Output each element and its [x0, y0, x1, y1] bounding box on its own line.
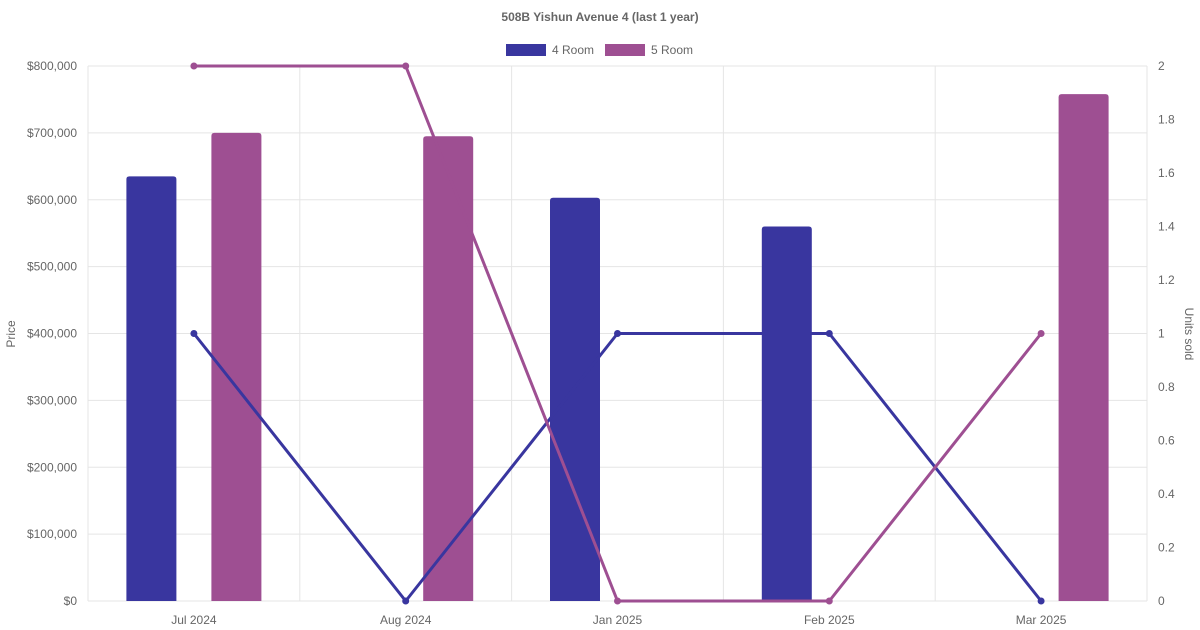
- y-left-tick-label: $700,000: [27, 126, 77, 140]
- y-right-tick-label: 2: [1158, 59, 1165, 73]
- x-tick-label: Jan 2025: [593, 613, 643, 627]
- point-4-room-jan-2025[interactable]: [614, 330, 621, 337]
- bar-4-room-feb-2025[interactable]: [761, 226, 812, 602]
- point-4-room-aug-2024[interactable]: [402, 597, 410, 605]
- point-5-room-feb-2025[interactable]: [825, 597, 833, 605]
- bar-4-room-jan-2025[interactable]: [550, 197, 600, 601]
- right-axis-ticks: 0 0.2 0.4 0.6 0.8 1 1.2 1.4 1.6 1.8 2: [1158, 59, 1175, 608]
- point-4-room-mar-2025[interactable]: [1037, 597, 1045, 605]
- y-right-tick-label: 1.4: [1158, 220, 1175, 234]
- y-axis-right-title: Units sold: [1182, 308, 1196, 361]
- x-tick-label: Aug 2024: [380, 613, 432, 627]
- y-right-tick-label: 1: [1158, 327, 1165, 341]
- bar-4-room-jul-2024[interactable]: [126, 176, 177, 601]
- x-axis-ticks: Jul 2024 Aug 2024 Jan 2025 Feb 2025 Mar 2025: [171, 613, 1067, 627]
- y-right-tick-label: 0.4: [1158, 487, 1175, 501]
- point-5-room-jan-2025[interactable]: [614, 597, 621, 605]
- y-left-tick-label: $200,000: [27, 460, 77, 474]
- chart-title: 508B Yishun Avenue 4 (last 1 year): [501, 10, 698, 24]
- y-right-tick-label: 0.2: [1158, 541, 1175, 555]
- y-axis-left-title: Price: [4, 320, 18, 348]
- y-right-tick-label: 0: [1158, 594, 1165, 608]
- bar-series: [126, 94, 1109, 602]
- bar-5-room-mar-2025[interactable]: [1058, 94, 1109, 602]
- x-tick-label: Mar 2025: [1016, 613, 1067, 627]
- y-right-tick-label: 1.6: [1158, 166, 1175, 180]
- legend-swatch-4-room[interactable]: [506, 44, 546, 56]
- y-left-tick-label: $100,000: [27, 527, 77, 541]
- bar-5-room-jul-2024[interactable]: [211, 132, 262, 601]
- x-tick-label: Feb 2025: [804, 613, 855, 627]
- point-5-room-mar-2025[interactable]: [1037, 330, 1045, 337]
- y-right-tick-label: 1.2: [1158, 273, 1175, 287]
- point-4-room-jul-2024[interactable]: [190, 330, 198, 337]
- y-left-tick-label: $600,000: [27, 193, 77, 207]
- y-right-tick-label: 0.6: [1158, 434, 1175, 448]
- y-right-tick-label: 0.8: [1158, 380, 1175, 394]
- legend-label-5-room[interactable]: 5 Room: [651, 43, 693, 57]
- y-left-tick-label: $800,000: [27, 59, 77, 73]
- x-tick-label: Jul 2024: [171, 613, 217, 627]
- y-left-tick-label: $500,000: [27, 260, 77, 274]
- y-left-tick-label: $0: [64, 594, 78, 608]
- legend-swatch-5-room[interactable]: [605, 44, 645, 56]
- y-right-tick-label: 1.8: [1158, 113, 1175, 127]
- bar-5-room-aug-2024[interactable]: [423, 136, 474, 601]
- y-left-tick-label: $300,000: [27, 393, 77, 407]
- point-5-room-aug-2024[interactable]: [402, 62, 410, 70]
- line-series: [190, 62, 1045, 605]
- point-5-room-jul-2024[interactable]: [190, 62, 198, 70]
- legend: 4 Room 5 Room: [506, 43, 693, 57]
- legend-label-4-room[interactable]: 4 Room: [552, 43, 594, 57]
- left-axis-ticks: $0 $100,000 $200,000 $300,000 $400,000 $500,0…: [27, 59, 77, 608]
- point-4-room-feb-2025[interactable]: [825, 330, 833, 337]
- y-left-tick-label: $400,000: [27, 327, 77, 341]
